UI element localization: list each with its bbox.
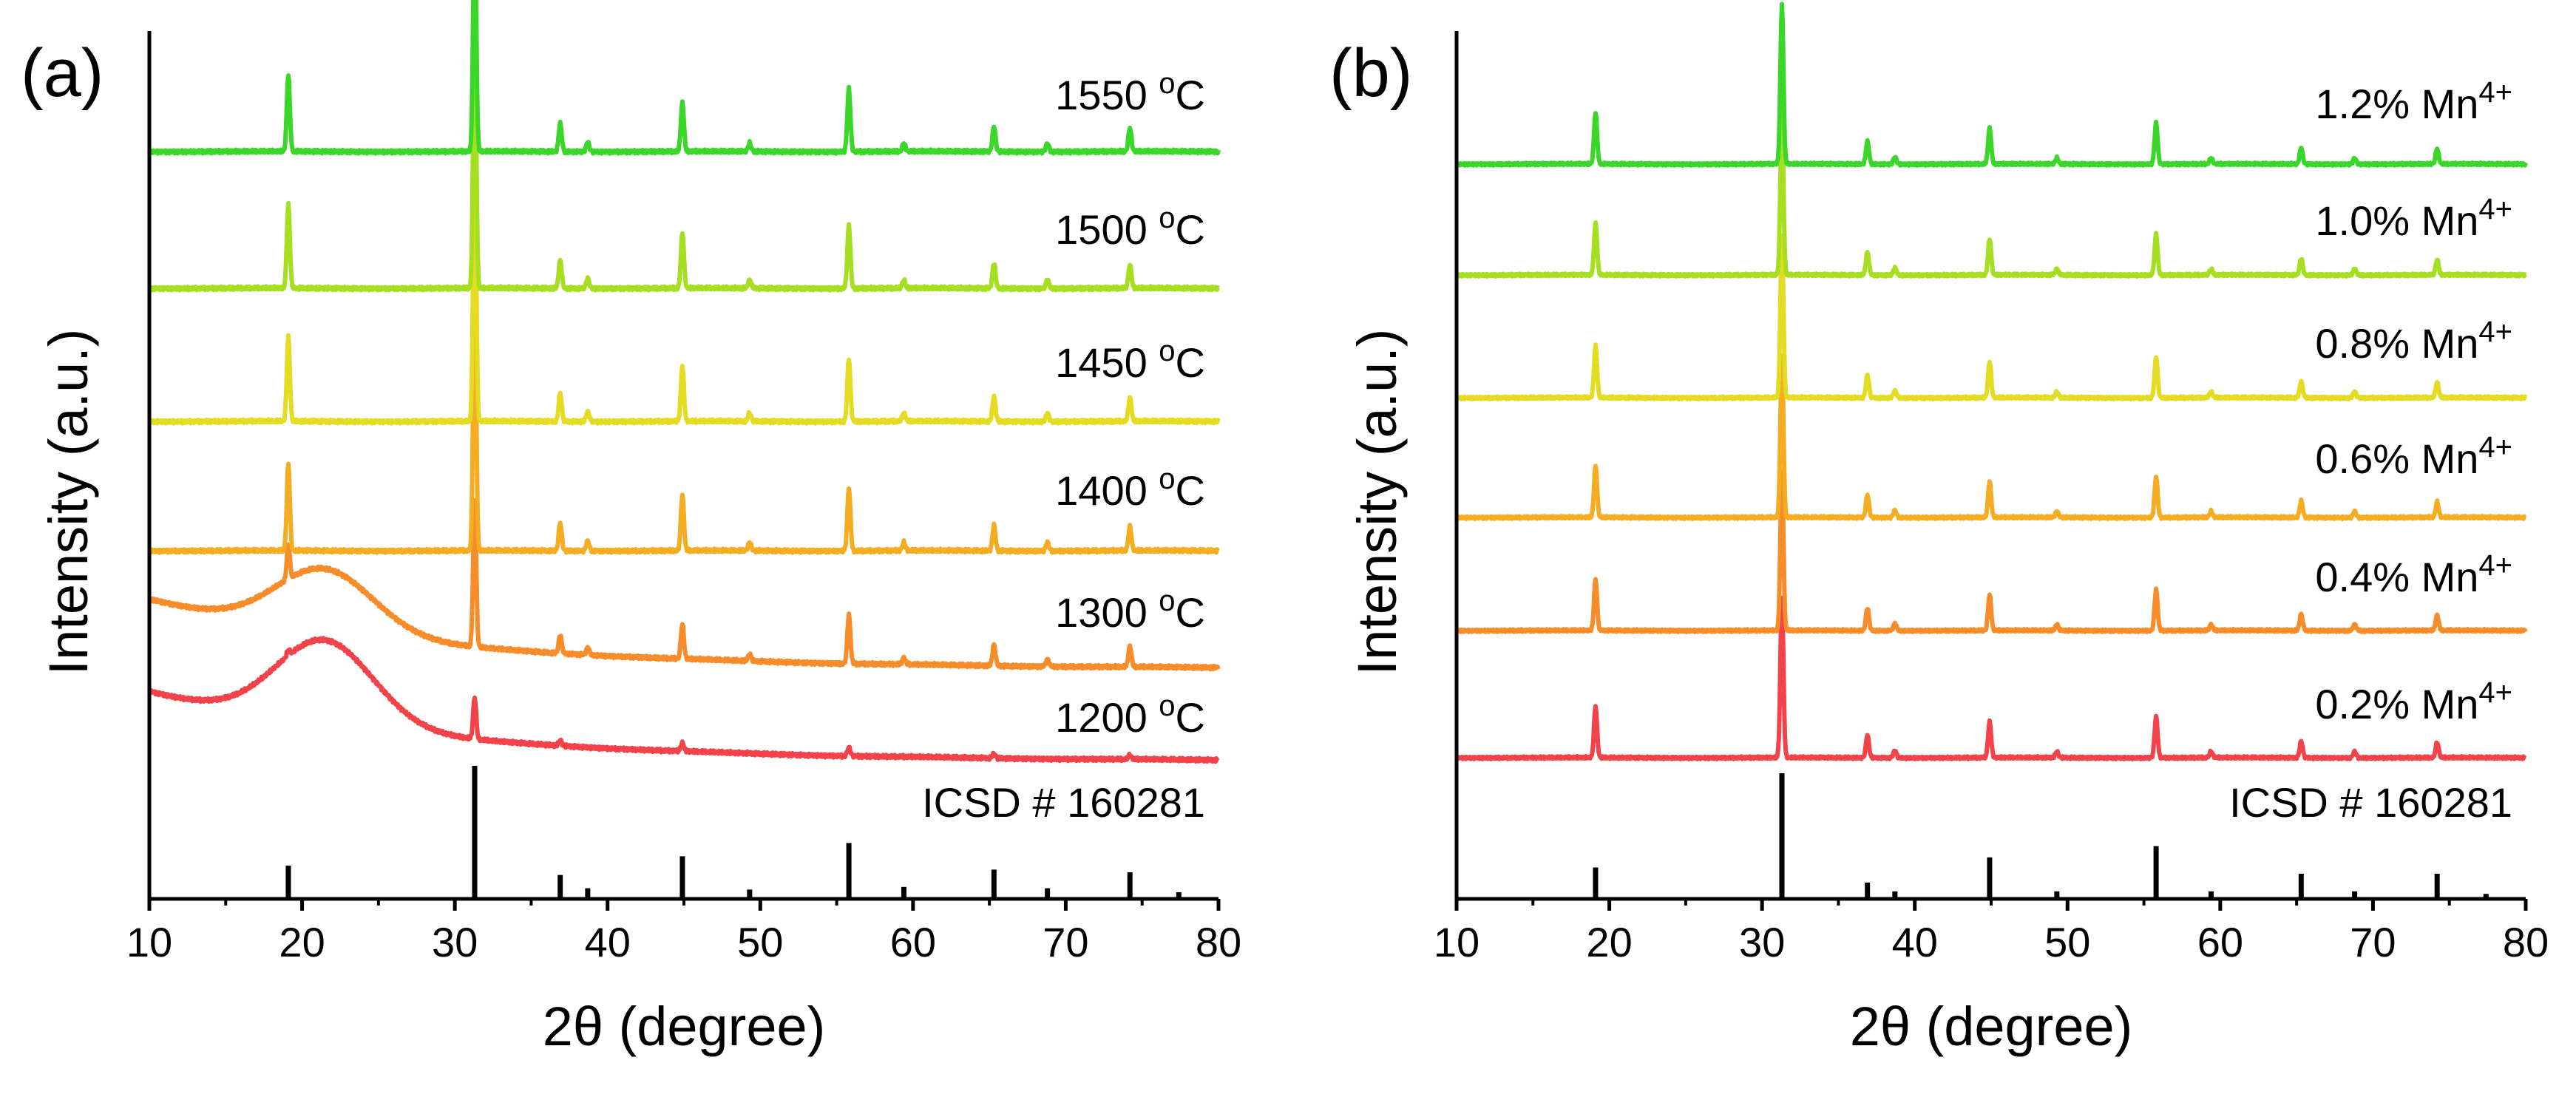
series-line-6 (147, 0, 1221, 156)
reference-label: ICSD # 160281 (2229, 779, 2512, 826)
panel-label: (a) (21, 35, 104, 111)
x-tick-label: 30 (1739, 919, 1785, 965)
series-label-3: 1400 oC (1055, 463, 1205, 514)
x-tick-label: 80 (1196, 919, 1241, 965)
series-line-4 (1455, 234, 2528, 401)
series-line-3 (148, 280, 1220, 555)
series-line-4 (147, 143, 1221, 426)
series-label-4: 0.8% Mn4+ (2315, 316, 2512, 367)
series-line-3 (1455, 353, 2527, 521)
series-line-2 (1454, 469, 2528, 634)
x-tick-label: 80 (2503, 919, 2549, 965)
x-tick-label: 10 (1434, 919, 1479, 965)
y-axis-title: Intensity (a.u.) (38, 329, 99, 676)
series-line-1 (147, 636, 1220, 764)
x-tick-label: 40 (585, 919, 631, 965)
x-tick-label: 20 (279, 919, 325, 965)
series-line-2 (147, 498, 1221, 672)
series-label-6: 1550 oC (1055, 67, 1205, 118)
series-label-4: 1450 oC (1055, 335, 1205, 386)
reference-pattern (1593, 773, 2489, 899)
x-tick-label: 50 (737, 919, 783, 965)
x-tick-label: 70 (1043, 919, 1088, 965)
x-tick-label: 40 (1892, 919, 1938, 965)
x-tick-label: 60 (890, 919, 936, 965)
panel-label: (b) (1329, 35, 1412, 111)
panel-a: (a) ICSD # 160281 1200 oC 1300 oC 1400 oC 145… (21, 0, 1241, 1057)
series-line-5 (1454, 112, 2527, 279)
panel-b: (b) ICSD # 160281 0.2% Mn4+ 0.4% Mn4+ 0.6% M… (1329, 1, 2549, 1057)
series-label-1: 1200 oC (1055, 690, 1205, 741)
x-tick-label: 30 (432, 919, 478, 965)
x-tick-label: 20 (1586, 919, 1632, 965)
x-tick-label: 10 (126, 919, 172, 965)
series-label-1: 0.2% Mn4+ (2315, 676, 2512, 727)
series-label-6: 1.2% Mn4+ (2315, 76, 2512, 127)
x-ticks: 10 20 30 40 50 60 70 80 (1434, 899, 2549, 965)
series-label-2: 1300 oC (1055, 585, 1205, 636)
series-label-5: 1.0% Mn4+ (2315, 193, 2512, 244)
reference-label: ICSD # 160281 (922, 779, 1205, 826)
series-label-5: 1500 oC (1055, 202, 1205, 253)
series-label-3: 0.6% Mn4+ (2315, 431, 2512, 482)
series-line-5 (147, 13, 1220, 293)
x-tick-label: 70 (2350, 919, 2396, 965)
y-axis-title: Intensity (a.u.) (1346, 329, 1408, 676)
x-ticks: 10 20 30 40 50 60 70 80 (126, 899, 1241, 965)
x-axis-title: 2θ (degree) (1850, 996, 2133, 1057)
x-tick-label: 60 (2197, 919, 2243, 965)
series-line-6 (1454, 1, 2528, 168)
series-label-2: 0.4% Mn4+ (2315, 549, 2512, 600)
x-tick-label: 50 (2044, 919, 2090, 965)
x-axis-title: 2θ (degree) (543, 996, 826, 1057)
series-line-1 (1454, 595, 2527, 761)
